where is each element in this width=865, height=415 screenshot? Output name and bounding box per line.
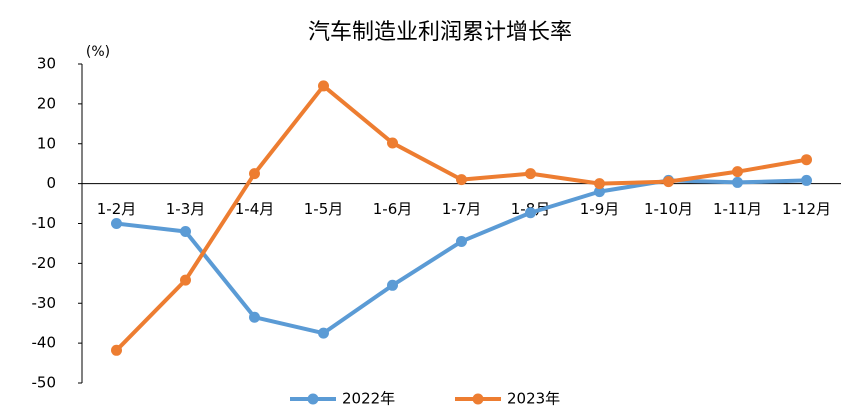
y-tick-label: -30 bbox=[32, 294, 57, 312]
y-tick-label: -10 bbox=[32, 214, 57, 232]
marker bbox=[111, 218, 122, 229]
marker bbox=[387, 137, 398, 149]
legend-marker bbox=[307, 393, 319, 405]
marker bbox=[525, 207, 536, 219]
marker bbox=[180, 225, 191, 237]
x-tick-label: 1-5月 bbox=[304, 200, 344, 218]
legend-marker bbox=[472, 393, 484, 405]
y-tick-label: 10 bbox=[37, 134, 56, 152]
marker bbox=[801, 154, 812, 166]
chart-title: 汽车制造业利润累计增长率 bbox=[308, 20, 572, 45]
marker bbox=[456, 235, 467, 247]
x-tick-label: 1-6月 bbox=[373, 200, 413, 218]
marker bbox=[456, 174, 467, 186]
marker bbox=[594, 186, 605, 198]
marker bbox=[180, 274, 191, 286]
marker bbox=[318, 80, 329, 92]
marker bbox=[387, 279, 398, 291]
y-tick-label: -20 bbox=[32, 254, 57, 272]
legend-label: 2023年 bbox=[507, 390, 560, 408]
marker bbox=[594, 178, 605, 190]
legend-label: 2022年 bbox=[342, 390, 395, 408]
marker bbox=[249, 168, 260, 180]
y-tick-label: 0 bbox=[46, 174, 56, 192]
y-tick-label: 30 bbox=[37, 55, 56, 73]
marker bbox=[801, 174, 812, 186]
x-tick-label: 1-9月 bbox=[580, 200, 620, 218]
marker bbox=[249, 311, 260, 323]
marker bbox=[318, 327, 329, 339]
x-tick-label: 1-2月 bbox=[97, 200, 137, 218]
marker bbox=[732, 166, 743, 178]
x-tick-label: 1-11月 bbox=[713, 200, 762, 218]
y-unit: (%) bbox=[86, 44, 110, 60]
x-tick-label: 1-7月 bbox=[442, 200, 482, 218]
marker bbox=[111, 344, 122, 356]
y-tick-label: -50 bbox=[32, 374, 57, 392]
y-tick-label: -40 bbox=[32, 334, 57, 352]
x-tick-label: 1-12月 bbox=[782, 200, 831, 218]
x-tick-label: 1-3月 bbox=[166, 200, 206, 218]
marker bbox=[525, 168, 536, 180]
y-tick-label: 20 bbox=[37, 94, 56, 112]
marker bbox=[663, 176, 674, 188]
x-tick-label: 1-4月 bbox=[235, 200, 275, 218]
marker bbox=[732, 176, 743, 188]
x-tick-label: 1-10月 bbox=[644, 200, 693, 218]
